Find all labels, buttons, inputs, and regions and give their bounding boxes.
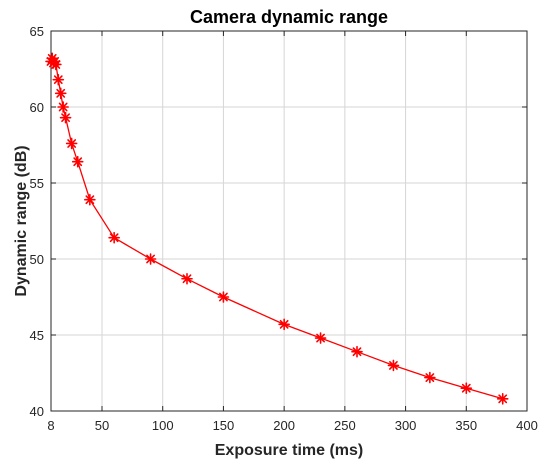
data-point xyxy=(108,231,120,244)
data-point xyxy=(351,345,363,358)
y-tick-label: 65 xyxy=(30,24,44,39)
y-tick-label: 45 xyxy=(30,328,44,343)
data-point xyxy=(314,332,327,344)
data-point xyxy=(144,253,157,265)
data-point xyxy=(65,137,78,150)
y-axis-label: Dynamic range (dB) xyxy=(13,145,30,296)
x-tick-label: 100 xyxy=(152,418,174,433)
x-tick-label: 8 xyxy=(47,418,54,433)
axis-ticks xyxy=(50,30,528,412)
data-point xyxy=(496,393,509,405)
data-point xyxy=(217,291,230,303)
data-point xyxy=(50,58,62,71)
data-point xyxy=(460,382,473,395)
y-tick-label: 60 xyxy=(30,100,44,115)
y-tick-label: 55 xyxy=(30,176,44,191)
grid xyxy=(51,31,527,411)
x-tick-label: 150 xyxy=(213,418,235,433)
plot-area xyxy=(50,30,528,412)
x-tick-label: 350 xyxy=(455,418,477,433)
y-tick-label: 40 xyxy=(30,404,44,419)
series xyxy=(45,52,509,405)
data-point xyxy=(181,272,193,285)
x-axis-label: Exposure time (ms) xyxy=(215,442,363,459)
data-point xyxy=(54,87,67,100)
series-line xyxy=(50,56,503,400)
x-tick-label: 400 xyxy=(516,418,538,433)
x-tick-label: 50 xyxy=(95,418,109,433)
y-tick-label: 50 xyxy=(30,252,44,267)
x-tick-label: 200 xyxy=(273,418,295,433)
data-point xyxy=(278,318,290,331)
data-point xyxy=(52,73,65,86)
data-point xyxy=(387,359,400,372)
x-tick-labels: 8 50 100 150 200 250 300 350 400 xyxy=(47,418,537,433)
data-point xyxy=(59,111,72,124)
y-tick-labels: 40 45 50 55 60 65 xyxy=(30,24,44,419)
data-point xyxy=(57,101,69,113)
data-point xyxy=(71,155,84,168)
data-point xyxy=(424,371,436,384)
x-tick-label: 300 xyxy=(395,418,417,433)
x-tick-label: 250 xyxy=(334,418,356,433)
data-point xyxy=(84,193,96,206)
chart-title: Camera dynamic range xyxy=(190,7,388,27)
